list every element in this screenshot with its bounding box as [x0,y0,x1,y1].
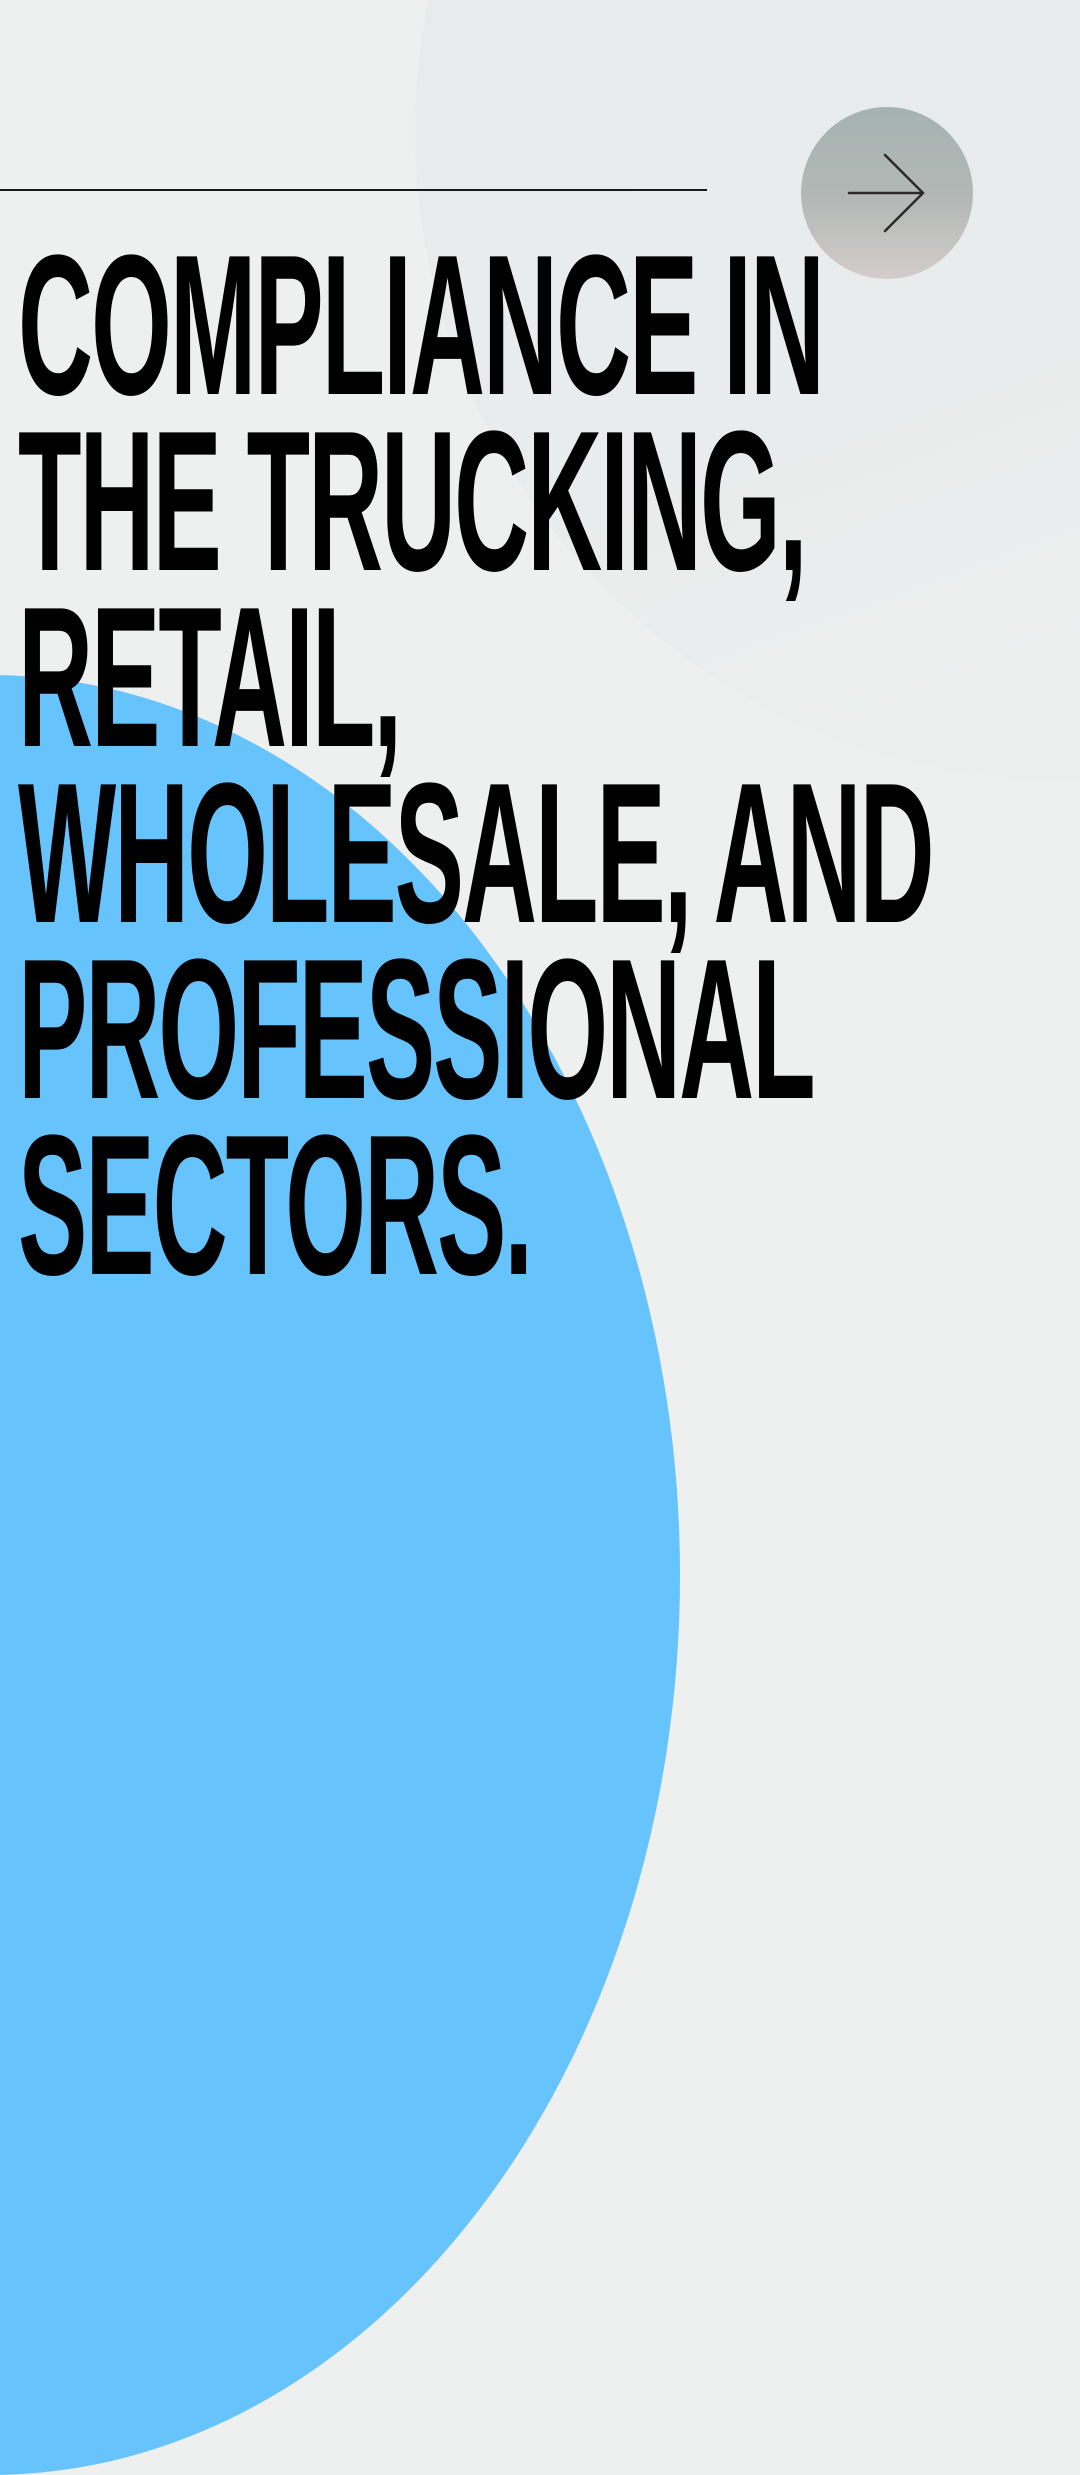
next-slide-button[interactable] [801,107,973,279]
headline-line-1: COMPLIANCE IN [18,214,825,437]
headline-line-4: WHOLESALE, AND [18,742,935,965]
headline-line-2: THE TRUCKING, [18,390,808,613]
headline: COMPLIANCE IN THE TRUCKING, RETAIL, WHOL… [18,214,1058,1317]
divider-line [0,189,707,191]
headline-line-5: PROFESSIONAL [18,918,816,1141]
headline-line-6: SECTORS. [18,1094,533,1317]
arrow-right-icon [847,153,925,233]
headline-line-3: RETAIL, [18,566,402,789]
